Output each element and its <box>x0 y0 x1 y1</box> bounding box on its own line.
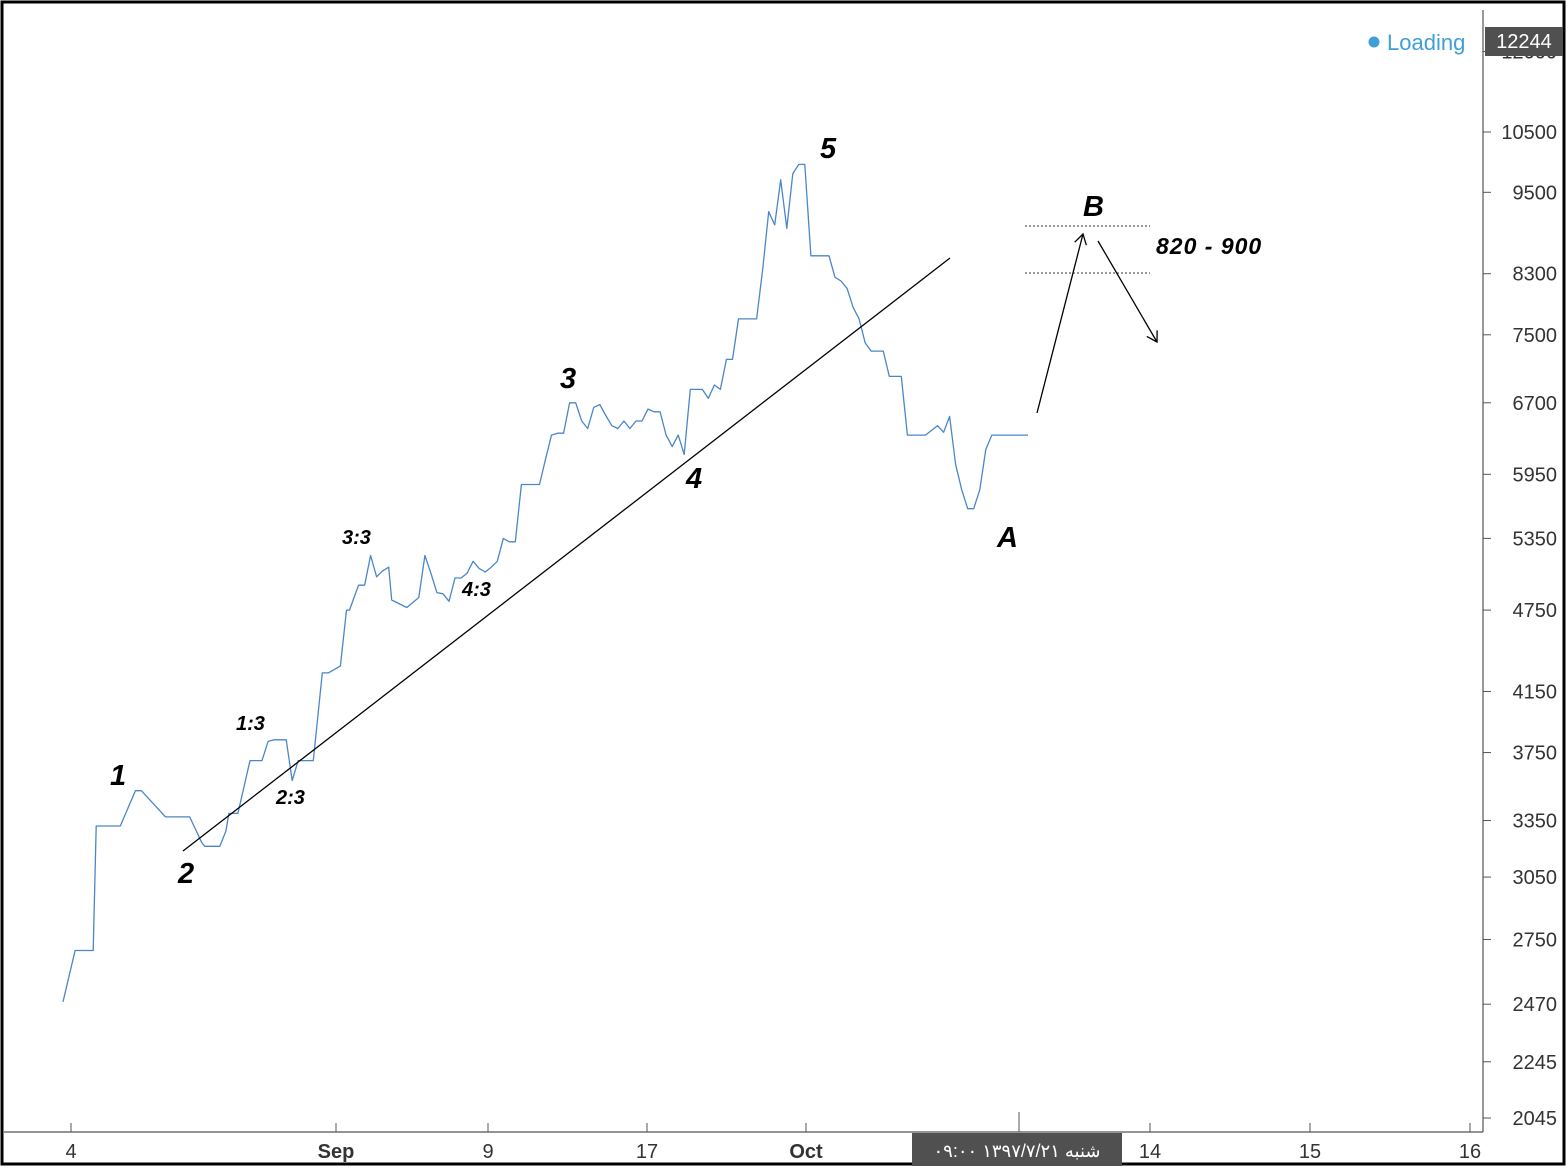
trend-line <box>182 257 951 852</box>
x-tick-label: Sep <box>318 1141 355 1163</box>
y-tick-label: 6700 <box>1513 393 1558 415</box>
price-series <box>62 163 1028 1002</box>
wave-label-3: 3 <box>560 363 576 395</box>
y-tick-label: 10500 <box>1501 122 1557 144</box>
y-tick-label: 7500 <box>1513 325 1558 347</box>
y-tick-label: 9500 <box>1513 182 1558 204</box>
wave-label-4-3: 4:3 <box>461 579 491 601</box>
x-tick-label: 15 <box>1299 1141 1321 1163</box>
wave-label-1-3: 1:3 <box>236 713 265 735</box>
x-tick-label: 16 <box>1459 1141 1481 1163</box>
wave-label-2: 2 <box>177 858 194 890</box>
y-tick-label: 8300 <box>1513 264 1558 286</box>
y-tick-label: 2045 <box>1513 1108 1558 1130</box>
wave-label-4: 4 <box>685 463 702 495</box>
y-tick-label: 2470 <box>1513 994 1558 1016</box>
y-tick-label: 2245 <box>1513 1052 1558 1074</box>
loading-status: Loading <box>1387 30 1465 55</box>
y-axis: 1200020452245247027503050335037504150475… <box>1483 42 1557 1130</box>
y-tick-label: 5350 <box>1513 528 1558 550</box>
x-tick-label: 14 <box>1139 1141 1161 1163</box>
wave-label-2-3: 2:3 <box>275 787 305 809</box>
date-badge-value: شنبه ۱۳۹۷/۷/۲۱ ۰۹:۰۰ <box>934 1141 1101 1161</box>
wave-label-1: 1 <box>110 760 126 792</box>
y-tick-label: 3750 <box>1513 743 1558 765</box>
price-series-line <box>62 163 1028 1002</box>
x-tick-label: Oct <box>789 1141 823 1163</box>
wave-label-3-3: 3:3 <box>342 527 371 549</box>
price-badge <box>1485 27 1563 56</box>
y-tick-label: 4150 <box>1513 681 1558 703</box>
x-tick-label: 9 <box>482 1141 493 1163</box>
date-badge <box>912 1133 1122 1166</box>
wave-label-b: B <box>1083 191 1104 223</box>
wave-label-a: A <box>996 522 1018 554</box>
x-tick-label: 4 <box>65 1141 76 1163</box>
y-tick-label: 2750 <box>1513 929 1558 951</box>
y-tick-label: 5950 <box>1513 464 1558 486</box>
y-tick-label: 3350 <box>1513 811 1558 833</box>
y-tick-label: 3050 <box>1513 867 1558 889</box>
y-tick-label: 4750 <box>1513 600 1558 622</box>
projection-arrow-down <box>1097 240 1158 344</box>
price-badge-value: 12244 <box>1496 31 1552 53</box>
x-axis: 4 Sep 9 17 Oct 14 15 16 <box>65 1112 1481 1163</box>
x-tick-label: 17 <box>636 1141 658 1163</box>
b-target-range-label: 820 - 900 <box>1156 233 1262 259</box>
projection-arrow-up <box>1036 232 1087 414</box>
loading-dot-icon <box>1368 36 1380 48</box>
wave-label-5: 5 <box>820 133 837 165</box>
